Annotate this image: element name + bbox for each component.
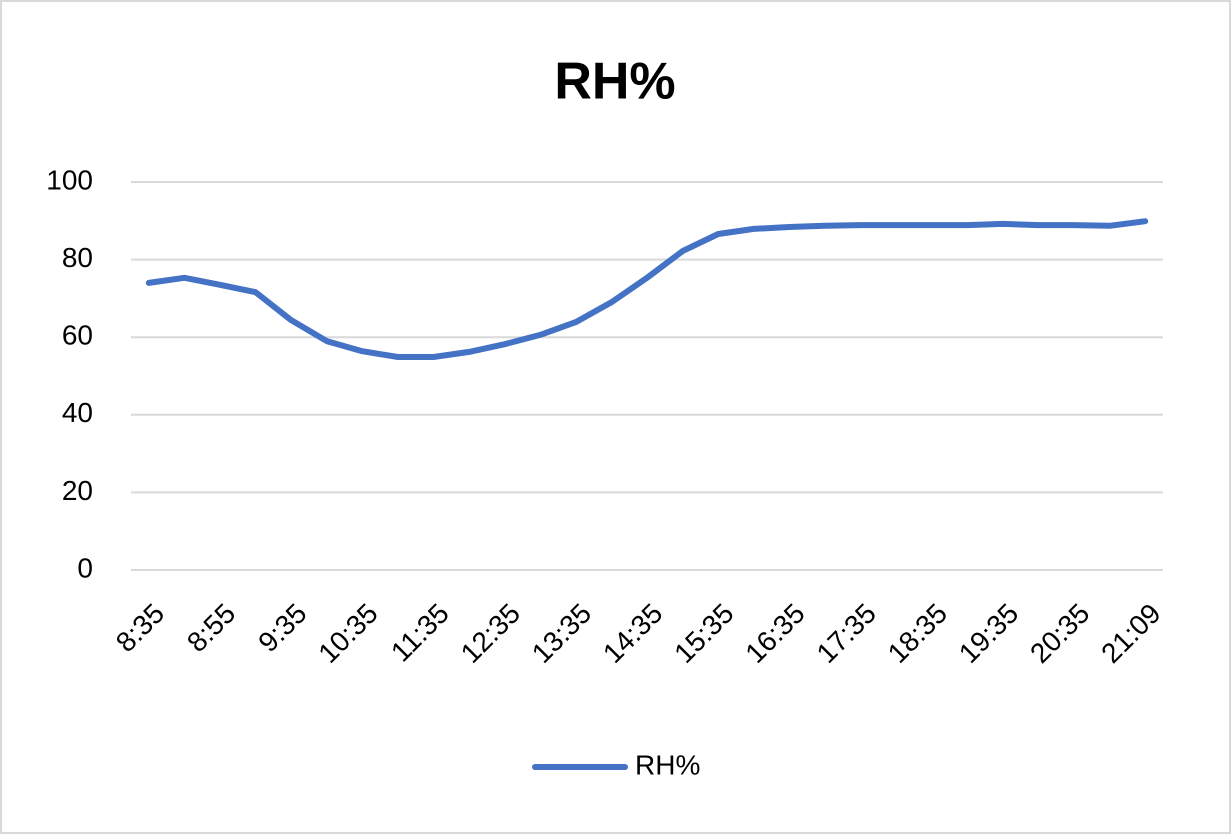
y-tick-label: 20 (62, 475, 93, 506)
chart-title: RH% (554, 53, 675, 111)
y-tick-label: 60 (62, 320, 93, 351)
y-tick-label: 100 (46, 164, 93, 195)
y-tick-label: 0 (77, 552, 93, 583)
y-tick-label: 80 (62, 242, 93, 273)
y-tick-label: 40 (62, 397, 93, 428)
data-line (145, 218, 1149, 360)
legend-label: RH% (635, 749, 700, 780)
